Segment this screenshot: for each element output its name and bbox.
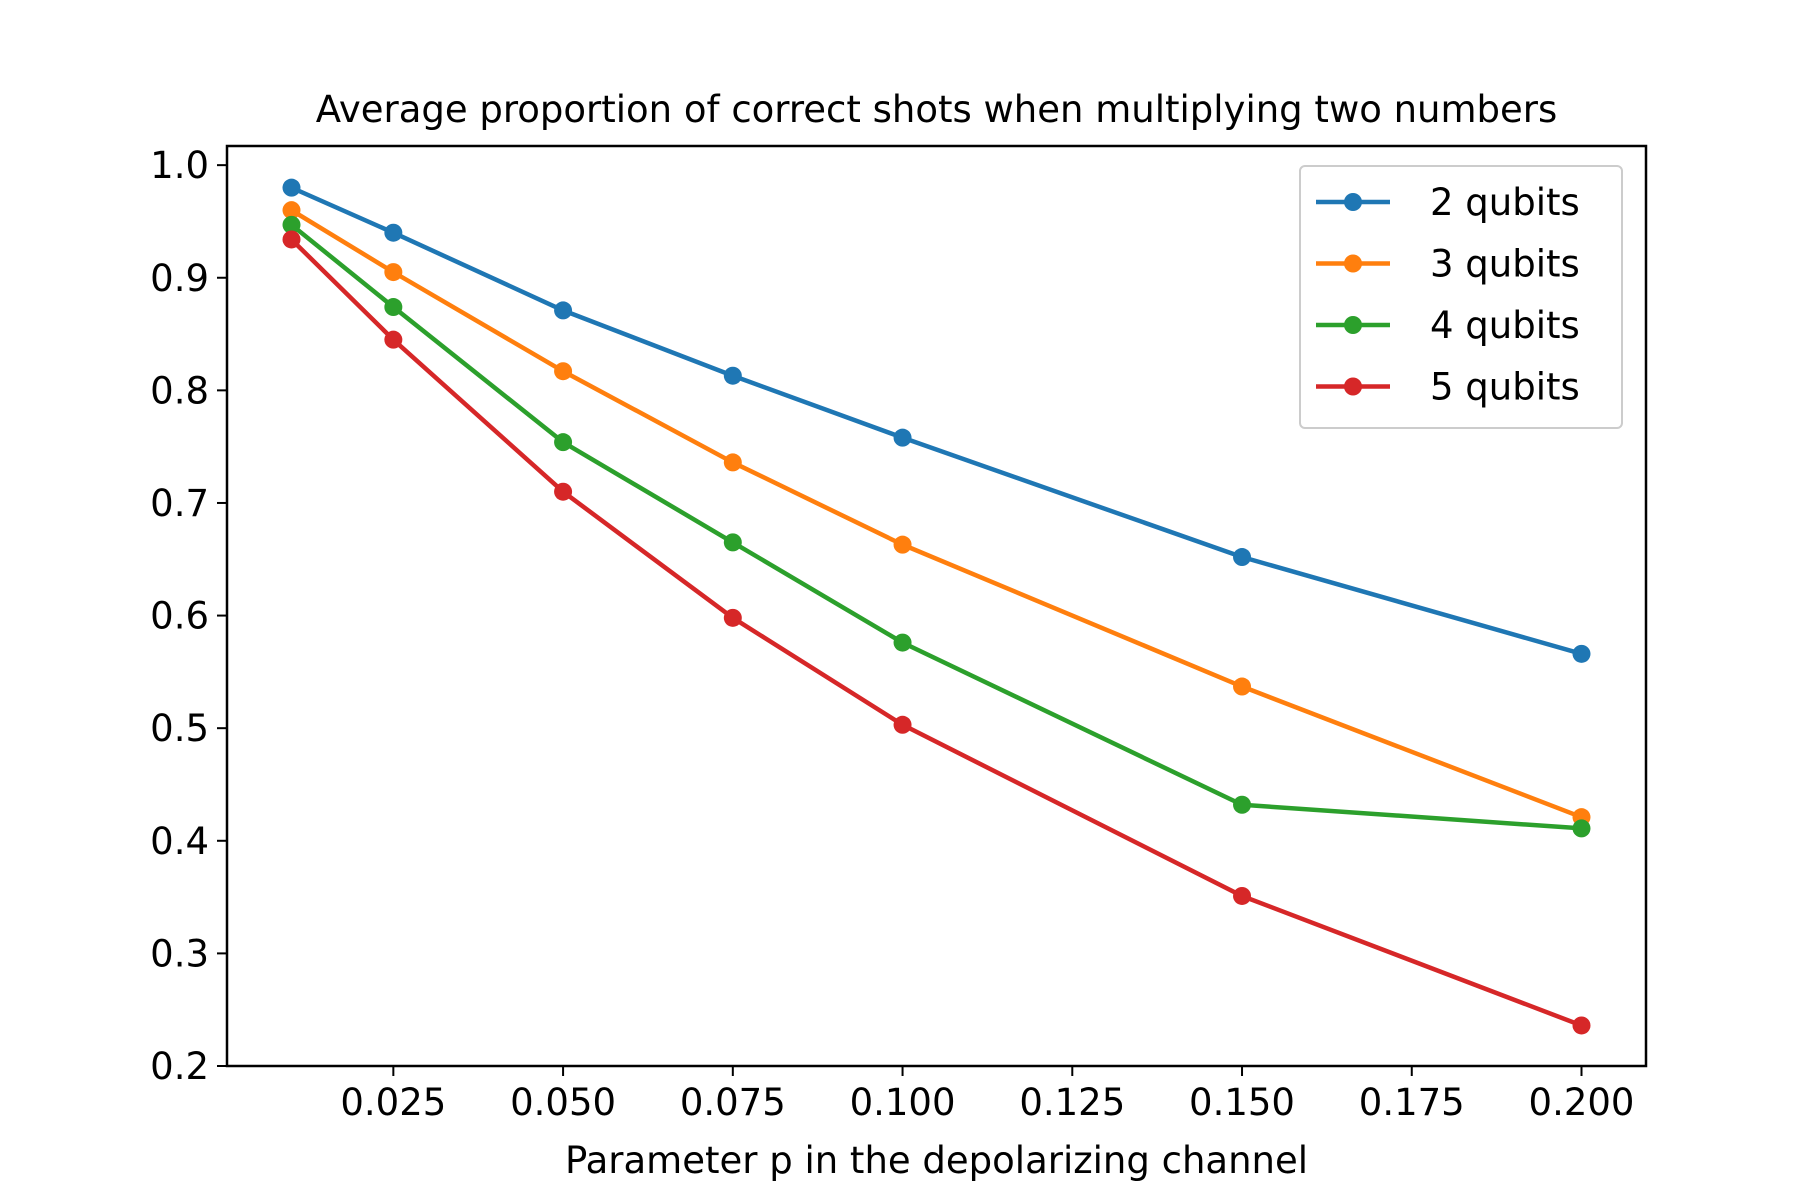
legend-item: 5 qubits — [1316, 366, 1580, 409]
plot-area-frame — [225, 144, 1648, 1068]
legend-marker — [1344, 377, 1362, 396]
series-3-qubits — [282, 201, 1591, 827]
y-tick-label: 0.6 — [150, 595, 209, 638]
data-point — [554, 362, 573, 381]
x-tick-label: 0.200 — [1529, 1081, 1635, 1124]
data-point — [282, 178, 301, 197]
data-point — [893, 428, 912, 447]
data-point — [723, 608, 742, 627]
legend-label: 2 qubits — [1430, 181, 1580, 224]
x-tick-label: 0.050 — [510, 1081, 616, 1124]
y-tick-label: 0.3 — [150, 932, 209, 975]
data-point — [554, 482, 573, 501]
data-point — [384, 263, 403, 282]
y-tick-label: 0.7 — [150, 482, 209, 525]
y-tick-label: 0.2 — [150, 1045, 209, 1088]
legend-marker — [1344, 254, 1362, 273]
legend-marker — [1344, 316, 1362, 334]
x-tick-label: 0.075 — [680, 1081, 786, 1124]
data-point — [1572, 1016, 1591, 1035]
data-point — [1233, 548, 1252, 567]
data-point — [384, 298, 403, 317]
data-point — [723, 533, 742, 552]
y-tick-label: 0.4 — [150, 820, 209, 863]
data-point — [554, 301, 573, 320]
data-point — [384, 223, 403, 242]
data-point — [1572, 644, 1591, 663]
data-point — [723, 453, 742, 472]
legend-label: 3 qubits — [1430, 243, 1580, 286]
data-point — [723, 366, 742, 385]
data-point — [282, 201, 301, 220]
chart-title: Average proportion of correct shots when… — [316, 88, 1558, 131]
data-point — [893, 633, 912, 652]
data-point — [1233, 677, 1252, 696]
data-point — [893, 535, 912, 554]
x-tick-label: 0.100 — [850, 1081, 956, 1124]
legend: 2 qubits 3 qubits 4 qubits 5 qubits — [1299, 165, 1623, 429]
legend-item: 3 qubits — [1316, 243, 1580, 286]
series-4-qubits — [282, 215, 1591, 838]
data-point — [554, 433, 573, 452]
legend-label: 4 qubits — [1430, 304, 1580, 347]
data-point — [893, 715, 912, 734]
legend-item: 4 qubits — [1316, 304, 1580, 347]
data-point — [1572, 819, 1591, 838]
x-tick-label: 0.150 — [1189, 1081, 1295, 1124]
y-tick-label: 1.0 — [150, 144, 209, 187]
x-tick-label: 0.025 — [340, 1081, 446, 1124]
x-axis-label: Parameter p in the depolarizing channel — [565, 1139, 1308, 1182]
legend-item: 2 qubits — [1316, 181, 1580, 224]
legend-marker — [1344, 193, 1362, 211]
x-tick-label: 0.125 — [1019, 1081, 1125, 1124]
legend-label: 5 qubits — [1430, 366, 1580, 409]
data-point — [384, 330, 403, 349]
data-point — [1233, 886, 1252, 905]
y-tick-label: 0.9 — [150, 257, 209, 300]
data-point — [1233, 795, 1252, 814]
data-point — [282, 230, 301, 249]
series-5-qubits — [282, 230, 1591, 1035]
y-tick-label: 0.8 — [150, 369, 209, 412]
y-tick-label: 0.5 — [150, 707, 209, 750]
legend-box — [1299, 165, 1623, 429]
data-point — [282, 215, 301, 234]
series-2-qubits — [282, 178, 1591, 663]
series-group — [282, 178, 1591, 1035]
y-axis-ticks: 0.2 0.3 0.4 0.5 0.6 0.7 0.8 0.9 1.0 — [150, 144, 227, 1088]
x-tick-label: 0.175 — [1359, 1081, 1465, 1124]
x-axis-ticks: 0.025 0.050 0.075 0.100 0.125 0.150 0.175 0.200 — [340, 1066, 1634, 1124]
